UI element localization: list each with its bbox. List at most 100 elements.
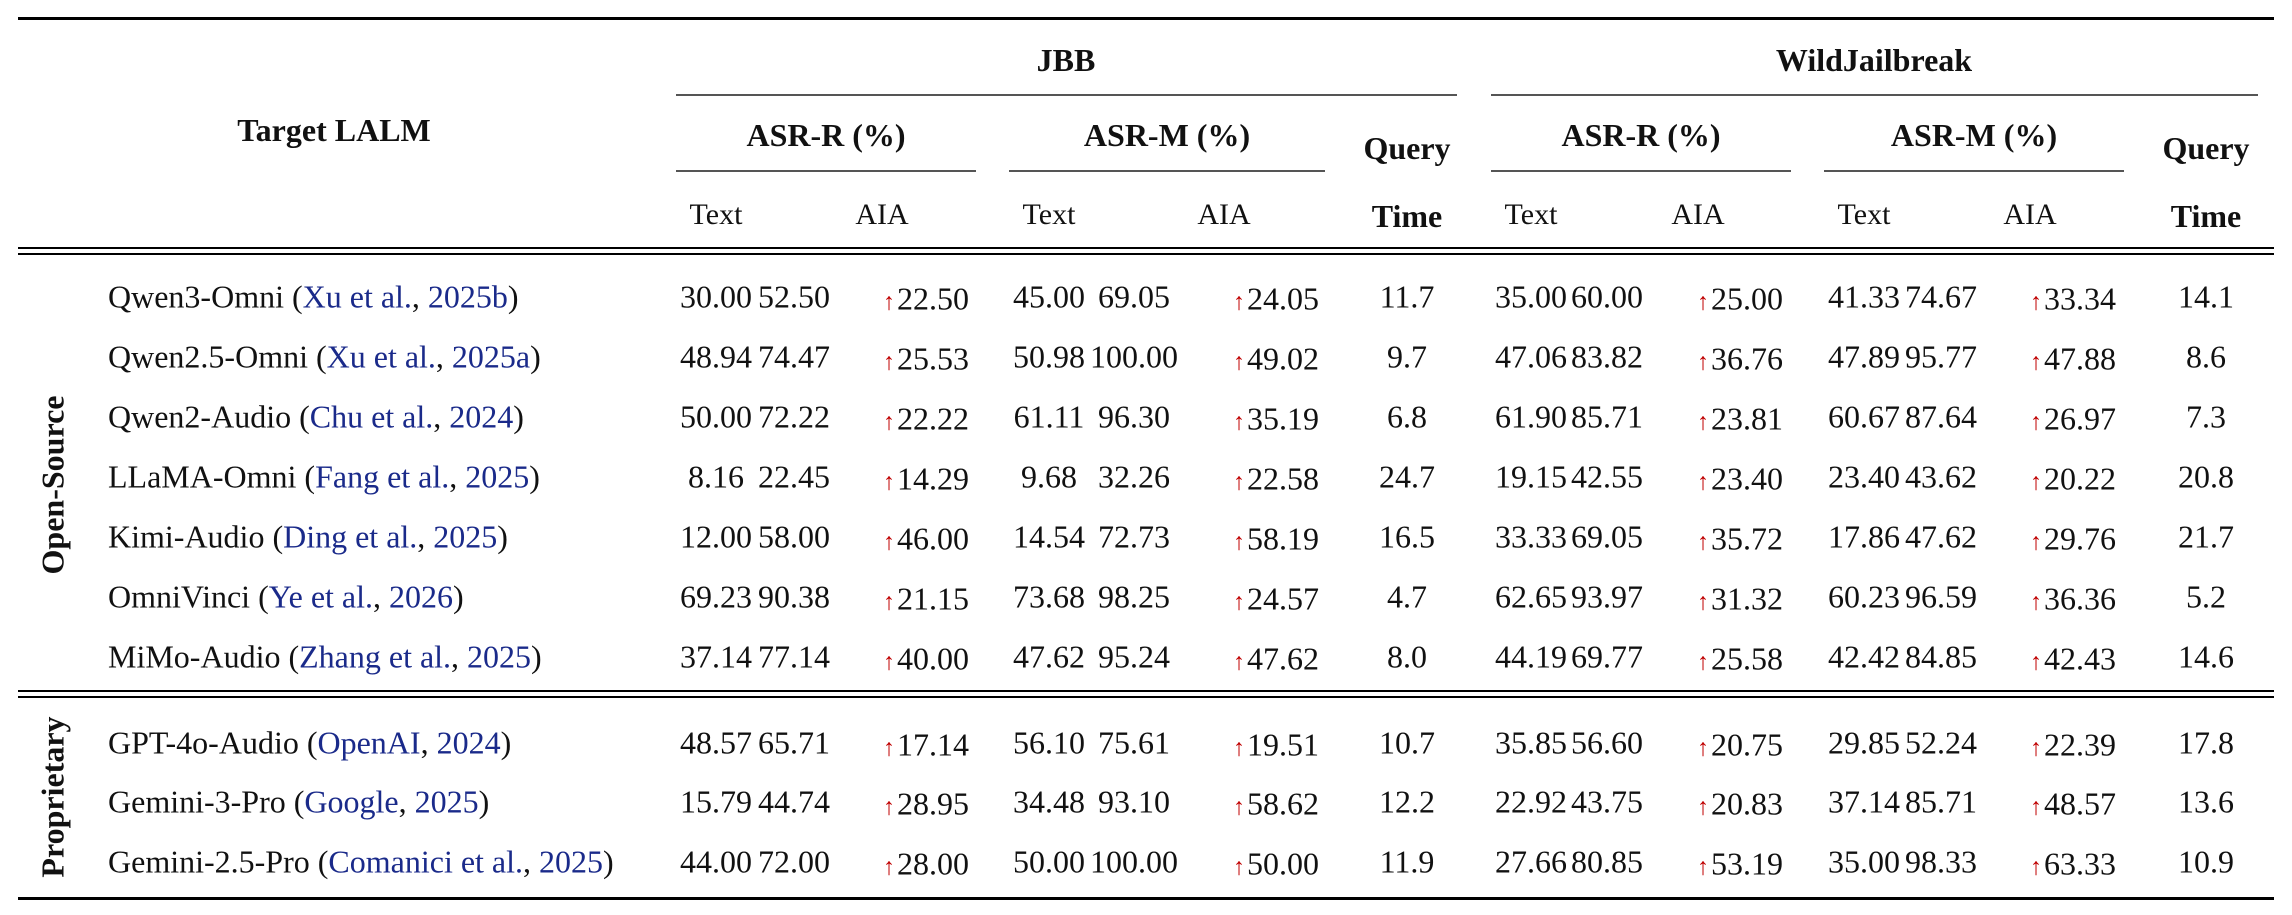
table-cell: 7.3 bbox=[2186, 398, 2226, 435]
up-arrow-icon: ↑ bbox=[883, 349, 895, 376]
citation-author-link[interactable]: Comanici et al. bbox=[328, 843, 524, 880]
improvement-delta: ↑58.62 bbox=[1233, 786, 1319, 823]
table-cell: 9.7 bbox=[1387, 338, 1427, 375]
citation-author-link[interactable]: Xu et al. bbox=[302, 278, 412, 315]
improvement-value: 29.76 bbox=[2044, 520, 2116, 557]
citation-year-link[interactable]: 2025 bbox=[467, 638, 532, 675]
model-name-cell: Kimi-Audio (Ding et al., 2025) bbox=[108, 518, 508, 555]
improvement-delta: ↑50.00 bbox=[1233, 846, 1319, 883]
aia-value-cell: 75.61 bbox=[1098, 724, 1170, 761]
table-cell: 16.5 bbox=[1379, 518, 1435, 555]
table-cell: 29.85 bbox=[1828, 724, 1900, 761]
table-cell: 48.57 bbox=[680, 724, 752, 761]
aia-value-cell: 69.05 bbox=[1098, 278, 1170, 315]
up-arrow-icon: ↑ bbox=[2030, 469, 2042, 496]
improvement-value: 20.22 bbox=[2044, 460, 2116, 497]
aia-value-cell: 60.00 bbox=[1571, 278, 1643, 315]
table-cell: 19.15 bbox=[1495, 458, 1567, 495]
table-cell: 50.00 bbox=[680, 398, 752, 435]
citation-year-link[interactable]: 2025 bbox=[539, 843, 604, 880]
improvement-delta: ↑20.83 bbox=[1697, 786, 1783, 823]
header-rule-2 bbox=[18, 253, 2274, 255]
improvement-value: 58.19 bbox=[1247, 520, 1319, 557]
citation-author-link[interactable]: Ye et al. bbox=[268, 578, 374, 615]
jbb-asr-m-header: ASR-M (%) bbox=[1083, 117, 1251, 153]
aia-value-cell: 93.10 bbox=[1098, 783, 1170, 820]
improvement-delta: ↑14.29 bbox=[883, 461, 969, 498]
citation-author-link[interactable]: Chu et al. bbox=[309, 398, 434, 435]
improvement-value: 33.34 bbox=[2044, 280, 2116, 317]
improvement-value: 46.00 bbox=[897, 520, 969, 557]
citation-author-link[interactable]: OpenAI bbox=[317, 724, 421, 761]
top-rule bbox=[18, 17, 2274, 20]
improvement-value: 25.58 bbox=[1711, 640, 1783, 677]
model-name: OmniVinci bbox=[108, 578, 251, 615]
table-cell: 9.68 bbox=[1021, 458, 1077, 495]
up-arrow-icon: ↑ bbox=[883, 735, 895, 762]
citation-year-link[interactable]: 2025 bbox=[414, 783, 479, 820]
citation-year-link[interactable]: 2024 bbox=[449, 398, 514, 435]
improvement-delta: ↑35.72 bbox=[1697, 521, 1783, 558]
up-arrow-icon: ↑ bbox=[1697, 794, 1709, 821]
citation-year-link[interactable]: 2025 bbox=[433, 518, 498, 555]
improvement-value: 25.00 bbox=[1711, 280, 1783, 317]
improvement-value: 22.22 bbox=[897, 400, 969, 437]
wild-asr-r-aia: AIA bbox=[1671, 198, 1725, 231]
up-arrow-icon: ↑ bbox=[1697, 529, 1709, 556]
table-cell: 47.89 bbox=[1828, 338, 1900, 375]
rule-jbb-asr-m bbox=[1009, 170, 1325, 172]
aia-value-cell: 74.47 bbox=[758, 338, 830, 375]
aia-value-cell: 80.85 bbox=[1571, 843, 1643, 880]
aia-value-cell: 42.55 bbox=[1571, 458, 1643, 495]
table-cell: 45.00 bbox=[1013, 278, 1085, 315]
improvement-delta: ↑22.50 bbox=[883, 281, 969, 318]
improvement-delta: ↑47.88 bbox=[2030, 341, 2116, 378]
improvement-value: 22.39 bbox=[2044, 726, 2116, 763]
improvement-delta: ↑26.97 bbox=[2030, 401, 2116, 438]
improvement-value: 58.62 bbox=[1247, 785, 1319, 822]
citation-author-link[interactable]: Fang et al. bbox=[315, 458, 450, 495]
table-cell: 35.00 bbox=[1495, 278, 1567, 315]
citation-author-link[interactable]: Zhang et al. bbox=[299, 638, 452, 675]
wild-asr-m-aia: AIA bbox=[2003, 198, 2057, 231]
up-arrow-icon: ↑ bbox=[883, 589, 895, 616]
model-name-cell: Qwen3-Omni (Xu et al., 2025b) bbox=[108, 278, 519, 315]
up-arrow-icon: ↑ bbox=[2030, 349, 2042, 376]
up-arrow-icon: ↑ bbox=[1697, 409, 1709, 436]
table-cell: 10.7 bbox=[1379, 724, 1435, 761]
improvement-value: 28.00 bbox=[897, 845, 969, 882]
citation-year-link[interactable]: 2025b bbox=[427, 278, 508, 315]
improvement-value: 35.19 bbox=[1247, 400, 1319, 437]
wild-asr-r-text: Text bbox=[1504, 198, 1558, 231]
citation-author-link[interactable]: Google bbox=[304, 783, 399, 820]
aia-value-cell: 44.74 bbox=[758, 783, 830, 820]
model-name-cell: LLaMA-Omni (Fang et al., 2025) bbox=[108, 458, 540, 495]
table-cell: 41.33 bbox=[1828, 278, 1900, 315]
wild-asr-m-text: Text bbox=[1837, 198, 1891, 231]
citation-year-link[interactable]: 2025a bbox=[451, 338, 531, 375]
table-cell: 14.1 bbox=[2178, 278, 2234, 315]
improvement-value: 36.36 bbox=[2044, 580, 2116, 617]
up-arrow-icon: ↑ bbox=[1697, 289, 1709, 316]
jbb-asr-m-text: Text bbox=[1022, 198, 1076, 231]
improvement-value: 48.57 bbox=[2044, 785, 2116, 822]
improvement-delta: ↑24.05 bbox=[1233, 281, 1319, 318]
improvement-delta: ↑48.57 bbox=[2030, 786, 2116, 823]
improvement-value: 28.95 bbox=[897, 785, 969, 822]
citation-year-link[interactable]: 2026 bbox=[389, 578, 454, 615]
table-cell: 61.11 bbox=[1013, 398, 1085, 435]
citation-year-link[interactable]: 2024 bbox=[436, 724, 501, 761]
citation-author-link[interactable]: Ding et al. bbox=[283, 518, 418, 555]
citation-year-link[interactable]: 2025 bbox=[465, 458, 530, 495]
aia-value-cell: 32.26 bbox=[1098, 458, 1170, 495]
group-label-proprietary: Proprietary bbox=[34, 716, 71, 878]
improvement-value: 17.14 bbox=[897, 726, 969, 763]
aia-value-cell: 47.62 bbox=[1905, 518, 1977, 555]
up-arrow-icon: ↑ bbox=[1233, 469, 1245, 496]
improvement-delta: ↑63.33 bbox=[2030, 846, 2116, 883]
citation-author-link[interactable]: Xu et al. bbox=[326, 338, 436, 375]
table-cell: 22.92 bbox=[1495, 783, 1567, 820]
target-lalm-header: Target LALM bbox=[237, 112, 431, 148]
aia-value-cell: 84.85 bbox=[1905, 638, 1977, 675]
improvement-delta: ↑33.34 bbox=[2030, 281, 2116, 318]
